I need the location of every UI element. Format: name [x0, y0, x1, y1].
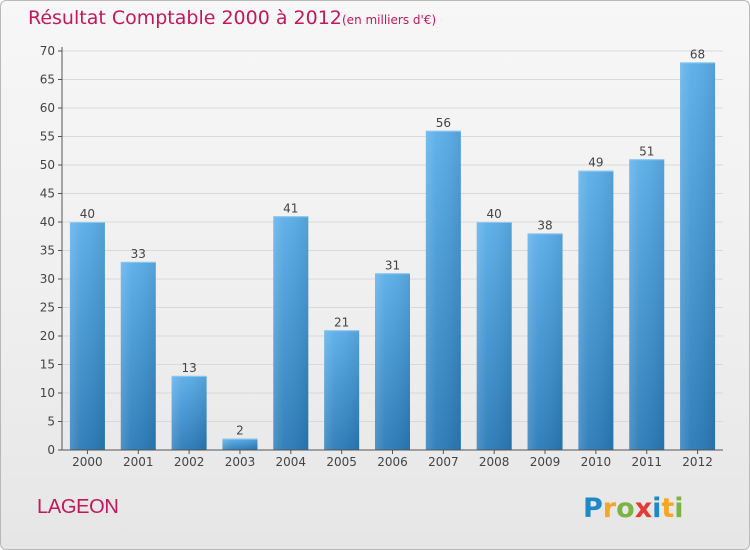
y-tick-label: 50	[40, 158, 55, 172]
data-label: 31	[385, 258, 400, 272]
bar-highlight	[527, 233, 563, 450]
bar-highlight	[476, 222, 512, 450]
bar-highlight	[273, 216, 309, 450]
x-tick-label: 2005	[326, 455, 357, 469]
bar-highlight	[222, 438, 258, 450]
x-tick-label: 2000	[72, 455, 103, 469]
x-tick-label: 2007	[428, 455, 459, 469]
y-tick-label: 10	[40, 386, 55, 400]
data-label: 21	[334, 315, 349, 329]
data-label: 2	[236, 424, 244, 438]
x-tick-label: 2003	[225, 455, 256, 469]
x-tick-label: 2012	[682, 455, 713, 469]
y-tick-label: 15	[40, 358, 55, 372]
x-tick-label: 2004	[276, 455, 307, 469]
x-tick-label: 2002	[174, 455, 205, 469]
data-label: 49	[588, 156, 603, 170]
x-tick-label: 2006	[377, 455, 408, 469]
bar-highlight	[171, 375, 207, 450]
x-tick-label: 2009	[530, 455, 561, 469]
data-label: 41	[283, 201, 298, 215]
bar-highlight	[629, 159, 665, 451]
x-tick-label: 2008	[479, 455, 510, 469]
bar-highlight	[120, 261, 156, 450]
bar-highlight	[425, 130, 461, 451]
y-tick-label: 0	[47, 443, 55, 457]
data-label: 40	[487, 207, 502, 221]
y-tick-label: 20	[40, 329, 55, 343]
y-tick-label: 35	[40, 244, 55, 258]
proxiti-logo[interactable]: Proxiti	[583, 487, 693, 527]
bar-highlight	[680, 62, 716, 451]
chart-subtitle: (en milliers d'€)	[342, 13, 437, 27]
y-tick-label: 65	[40, 73, 55, 87]
bar-highlight	[578, 170, 614, 450]
y-tick-label: 25	[40, 301, 55, 315]
y-tick-label: 55	[40, 130, 55, 144]
chart-title: Résultat Comptable 2000 à 2012	[28, 7, 342, 29]
location-label: LAGEON	[37, 496, 119, 518]
y-tick-label: 60	[40, 101, 55, 115]
y-tick-label: 70	[40, 44, 55, 58]
x-tick-label: 2001	[123, 455, 154, 469]
data-label: 33	[131, 247, 146, 261]
data-label: 38	[537, 218, 552, 232]
data-label: 13	[181, 361, 196, 375]
y-tick-label: 40	[40, 215, 55, 229]
y-tick-label: 5	[47, 415, 55, 429]
x-tick-label: 2011	[631, 455, 662, 469]
bar-highlight	[69, 222, 105, 450]
bar-highlight	[324, 330, 360, 450]
data-label: 51	[639, 144, 654, 158]
bar-highlight	[375, 273, 410, 450]
x-tick-label: 2010	[581, 455, 612, 469]
data-label: 68	[690, 47, 705, 61]
data-label: 56	[436, 116, 451, 130]
y-tick-label: 30	[40, 272, 55, 286]
svg-text:Proxiti: Proxiti	[583, 493, 684, 524]
data-label: 40	[80, 207, 95, 221]
y-tick-label: 45	[40, 187, 55, 201]
